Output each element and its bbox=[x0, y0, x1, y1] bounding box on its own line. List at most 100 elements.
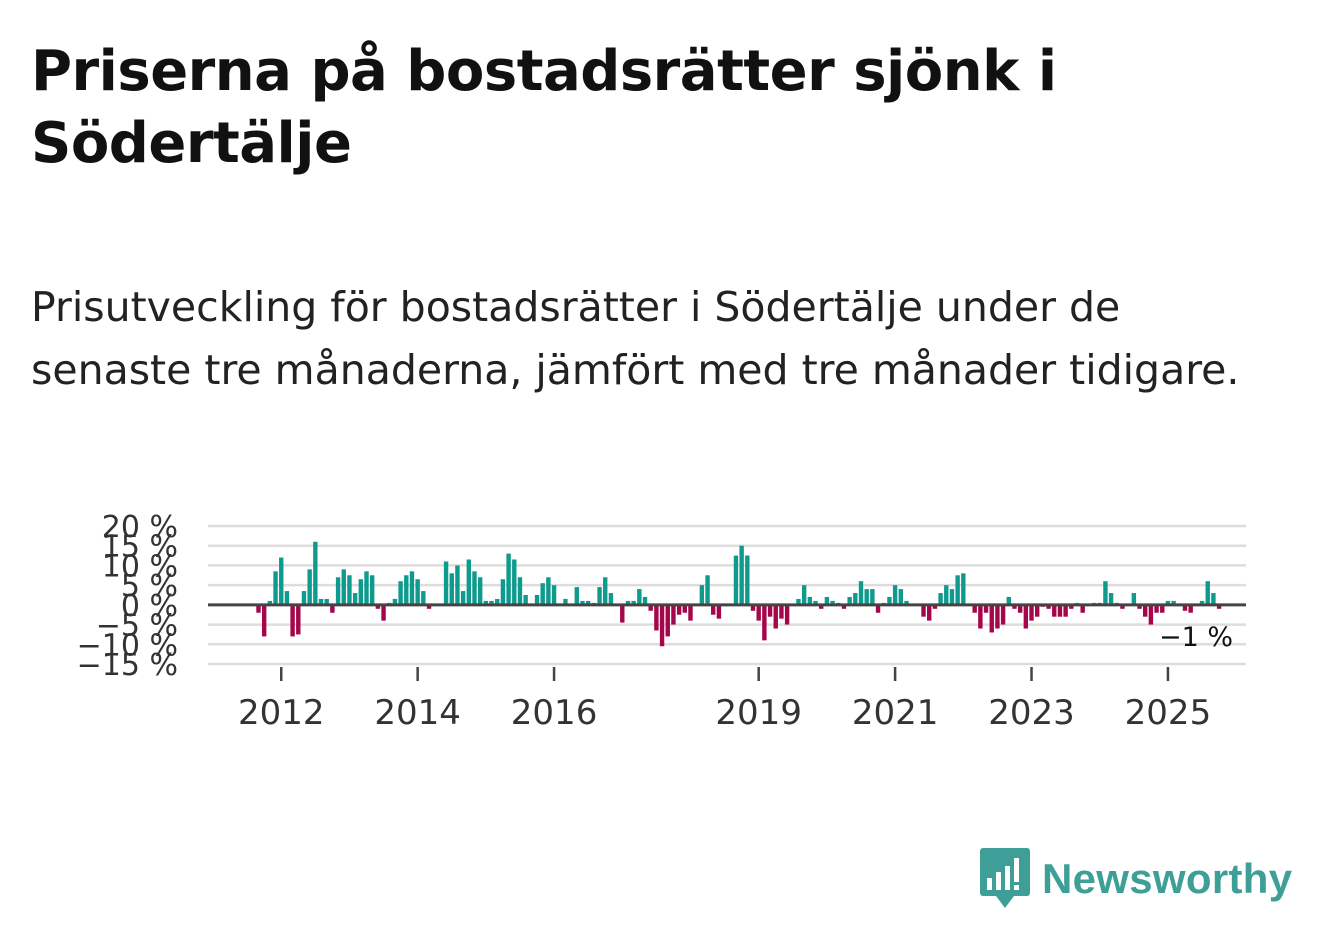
bar bbox=[455, 565, 460, 605]
bar bbox=[352, 593, 358, 605]
y-tick-label: 10 % bbox=[102, 549, 178, 584]
x-tick-label: 2021 bbox=[852, 693, 939, 733]
bar bbox=[449, 573, 454, 605]
bar bbox=[824, 596, 830, 605]
bar bbox=[676, 604, 682, 615]
bar bbox=[995, 604, 1000, 629]
bar bbox=[608, 593, 614, 605]
bar bbox=[688, 604, 693, 621]
x-tick-label: 2023 bbox=[988, 693, 1075, 733]
bar bbox=[301, 591, 307, 605]
bar bbox=[290, 604, 295, 637]
bar bbox=[472, 571, 477, 605]
bar bbox=[1108, 593, 1114, 605]
bar bbox=[603, 577, 608, 605]
bar bbox=[500, 579, 506, 605]
bar bbox=[443, 561, 449, 605]
y-axis-labels: 20 %15 %10 %5 %0 %−5 %−10 %−15 % bbox=[77, 510, 178, 683]
bar bbox=[574, 587, 579, 605]
bar bbox=[398, 581, 403, 605]
bar bbox=[853, 593, 858, 605]
bar bbox=[841, 604, 847, 609]
bar bbox=[1182, 604, 1188, 611]
bar bbox=[1199, 600, 1205, 605]
bars bbox=[256, 541, 1222, 647]
bar bbox=[830, 600, 835, 605]
bar bbox=[847, 596, 852, 605]
x-tick-label: 2014 bbox=[374, 693, 461, 733]
bar bbox=[335, 577, 341, 605]
bar bbox=[1211, 593, 1216, 605]
bar bbox=[904, 600, 909, 605]
bar bbox=[745, 555, 750, 605]
bar bbox=[534, 595, 540, 605]
y-tick-label: 5 % bbox=[121, 569, 178, 604]
bar bbox=[381, 604, 386, 621]
bar bbox=[955, 575, 960, 605]
bar bbox=[307, 569, 312, 605]
bar bbox=[279, 557, 284, 605]
x-tick-label: 2012 bbox=[238, 693, 325, 733]
bar bbox=[284, 591, 290, 605]
y-tick-label: −5 % bbox=[96, 609, 178, 644]
bar bbox=[364, 571, 369, 605]
bar bbox=[597, 587, 602, 605]
bar bbox=[1052, 604, 1057, 617]
bar bbox=[1143, 604, 1148, 617]
bar bbox=[1188, 604, 1193, 613]
bar bbox=[858, 581, 864, 605]
bar bbox=[546, 577, 551, 605]
bar bbox=[1171, 600, 1176, 605]
bar bbox=[870, 589, 875, 605]
bar bbox=[864, 589, 869, 605]
newsworthy-logo: Newsworthy bbox=[980, 848, 1292, 910]
bar bbox=[631, 600, 636, 605]
bar bbox=[1023, 604, 1029, 629]
bar bbox=[819, 604, 824, 609]
bar bbox=[517, 577, 523, 605]
bar bbox=[1069, 604, 1074, 609]
bar bbox=[318, 598, 324, 605]
bar bbox=[375, 604, 381, 609]
bar bbox=[466, 559, 472, 605]
bar bbox=[1012, 604, 1017, 609]
bar bbox=[1137, 604, 1142, 609]
bar bbox=[642, 596, 648, 605]
bar bbox=[739, 545, 744, 605]
grid-lines bbox=[208, 524, 1246, 666]
bar bbox=[506, 553, 511, 605]
bar bbox=[1000, 604, 1006, 625]
bar bbox=[659, 604, 665, 647]
bar bbox=[489, 600, 494, 605]
bar bbox=[716, 604, 722, 619]
bar bbox=[927, 604, 932, 621]
bar bbox=[296, 604, 301, 635]
bar bbox=[1046, 604, 1051, 609]
bar bbox=[978, 604, 983, 629]
bar bbox=[961, 573, 966, 605]
x-axis: 2012 2014 2016 2019 2021 2023 2025 bbox=[238, 667, 1211, 733]
bar bbox=[409, 571, 415, 605]
bar bbox=[313, 541, 318, 605]
bar bbox=[421, 591, 426, 605]
bar bbox=[1131, 593, 1137, 605]
bar bbox=[330, 604, 335, 613]
bar bbox=[671, 604, 676, 625]
last-value-label: −1 % bbox=[1159, 622, 1233, 653]
bar bbox=[404, 575, 409, 605]
y-tick-label: 20 % bbox=[102, 510, 178, 545]
bar bbox=[512, 559, 517, 605]
y-tick-label: 0 % bbox=[121, 589, 178, 624]
bar bbox=[625, 600, 631, 605]
y-tick-label: 15 % bbox=[102, 530, 178, 565]
bar bbox=[944, 585, 949, 605]
bar bbox=[273, 571, 278, 605]
bar bbox=[1063, 604, 1068, 617]
bar bbox=[773, 604, 778, 629]
bar bbox=[648, 604, 653, 611]
bar bbox=[495, 598, 500, 605]
bar bbox=[972, 604, 977, 613]
bar bbox=[341, 569, 346, 605]
bar bbox=[1165, 600, 1171, 605]
